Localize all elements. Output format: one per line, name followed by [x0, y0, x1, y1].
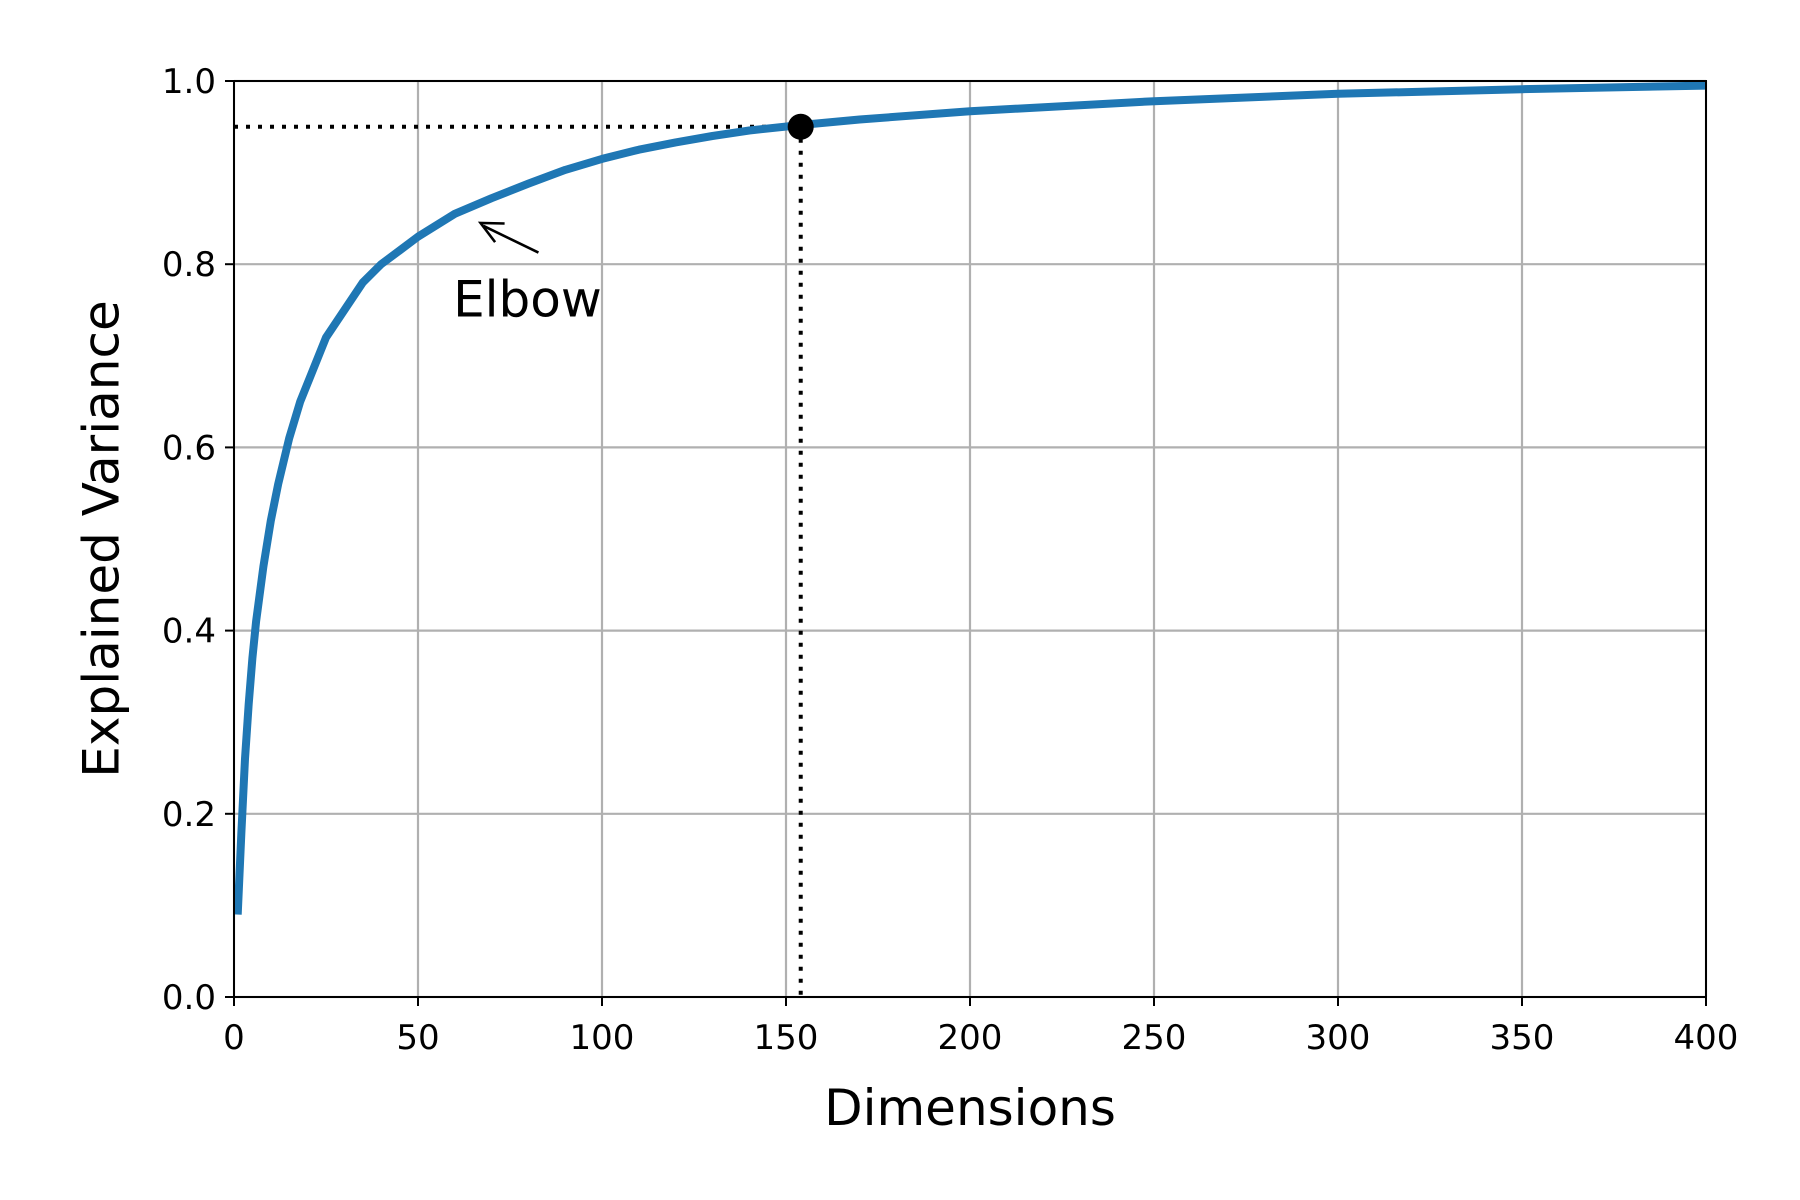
highlight-point — [787, 113, 814, 140]
y-tick-label: 0.0 — [162, 978, 216, 1018]
annotation-label: Elbow — [453, 271, 602, 329]
y-tick-label: 0.8 — [162, 245, 216, 285]
y-axis-title: Explained Variance — [73, 300, 131, 777]
x-tick-label: 200 — [938, 1018, 1003, 1058]
annotation-arrow-shaft — [482, 224, 540, 254]
x-tick-label: 100 — [570, 1018, 635, 1058]
data-series — [233, 81, 1707, 915]
x-tick-label: 400 — [1674, 1018, 1739, 1058]
y-tick-label: 0.6 — [162, 428, 216, 468]
highlight-points — [787, 113, 814, 140]
grid-lines — [232, 79, 1708, 999]
axis-ticks: 0 50 100 150 200 250 300 350 400 0.0 0.2 0.4 0.6 0.8 1… — [162, 62, 1739, 1058]
x-tick-label: 50 — [396, 1018, 439, 1058]
x-tick-label: 250 — [1122, 1018, 1187, 1058]
series-line-0 — [233, 81, 1707, 915]
y-tick-label: 0.2 — [162, 795, 216, 835]
annotation-arrow-head — [477, 221, 505, 243]
y-tick-label: 1.0 — [162, 62, 216, 102]
x-tick-label: 350 — [1490, 1018, 1555, 1058]
x-tick-label: 0 — [223, 1018, 245, 1058]
threshold-reference-lines — [234, 124, 803, 997]
x-tick-label: 150 — [754, 1018, 819, 1058]
x-axis-title: Dimensions — [824, 1079, 1116, 1137]
annotations: Elbow — [453, 221, 602, 329]
x-tick-label: 300 — [1306, 1018, 1371, 1058]
y-tick-label: 0.4 — [162, 612, 216, 652]
